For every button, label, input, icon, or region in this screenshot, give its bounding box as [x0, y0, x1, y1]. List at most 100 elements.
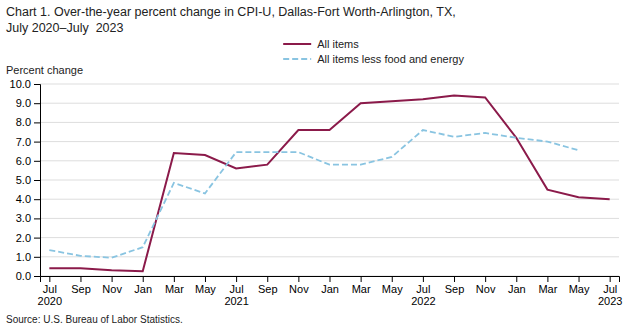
x-tick-mark — [298, 276, 299, 282]
x-tick-mark — [516, 276, 517, 282]
x-tick-label: Sep — [258, 283, 278, 295]
y-tick-label: 7.0 — [16, 136, 31, 148]
y-tick-label: 0.0 — [16, 270, 31, 282]
x-tick-label-part: Nov — [102, 283, 122, 295]
y-tick-label: 10.0 — [10, 78, 31, 90]
legend-label: All items — [317, 38, 359, 50]
x-tick-label-part: Mar — [352, 283, 371, 295]
x-tick: Jan — [134, 276, 152, 295]
x-tick-mark — [112, 276, 113, 282]
x-tick-label-part: Jul — [43, 283, 57, 295]
y-tick-mark — [34, 142, 40, 143]
x-tick-label-part: Jan — [321, 283, 339, 295]
x-tick-label: May — [569, 283, 590, 295]
y-tick-mark — [34, 238, 40, 239]
series-line — [49, 96, 609, 272]
y-tick-mark — [34, 218, 40, 219]
legend: All items All items less food and energy — [283, 38, 464, 65]
y-axis: 0.0 1.0 2.0 3.0 4.0 5.0 6.0 7.0 8.0 9.0 10.0 — [10, 78, 41, 282]
x-tick-mark — [49, 276, 50, 282]
x-tick-mark — [236, 276, 237, 282]
source: Source: U.S. Bureau of Labor Statistics. — [6, 314, 183, 325]
x-axis-line — [41, 277, 620, 283]
x-tick-label-part: Sep — [258, 283, 278, 295]
y-tick-mark — [34, 103, 40, 104]
y-tick: 3.0 — [16, 212, 40, 224]
y-tick-label: 8.0 — [16, 116, 31, 128]
x-tick-mark — [610, 276, 611, 282]
x-tick-mark — [392, 276, 393, 282]
x-tick-mark — [205, 276, 206, 282]
x-tick-mark — [547, 276, 548, 282]
x-tick: Jan — [321, 276, 339, 295]
x-tick-label-part: May — [569, 283, 590, 295]
y-tick: 6.0 — [16, 155, 40, 167]
x-tick-label: Jan — [508, 283, 526, 295]
series-line — [49, 130, 578, 258]
x-tick-label-part: Nov — [476, 283, 496, 295]
x-tick-mark — [143, 276, 144, 282]
x-tick-label: Nov — [102, 283, 122, 295]
x-tick: Jan — [508, 276, 526, 295]
grid-line — [40, 160, 619, 161]
grid-line — [40, 256, 619, 257]
x-tick-mark — [267, 276, 268, 282]
x-tick-label: Jul2023 — [598, 283, 622, 308]
y-tick-mark — [34, 84, 40, 85]
x-tick-label-part: Sep — [71, 283, 91, 295]
grid-line — [40, 180, 619, 181]
plot: 0.01.02.03.04.05.06.07.08.09.010.0Jul202… — [10, 78, 623, 307]
y-tick-mark — [34, 276, 40, 277]
y-tick: 7.0 — [16, 136, 40, 148]
x-tick-mark — [579, 276, 580, 282]
grid-line — [40, 199, 619, 200]
x-tick-label: May — [195, 283, 216, 295]
legend-swatch — [283, 58, 311, 60]
y-tick-label: 6.0 — [16, 155, 31, 167]
x-tick-mark — [80, 276, 81, 282]
x-tick-label-part: 2022 — [411, 295, 435, 307]
x-tick: Mar — [165, 276, 184, 295]
subtitle: July 2020–July 2023 — [6, 21, 123, 35]
x-tick-label-part: Mar — [165, 283, 184, 295]
x-tick: Sep — [71, 276, 91, 295]
x-tick-label-part: Nov — [289, 283, 309, 295]
x-tick-mark — [423, 276, 424, 282]
x-tick-label: Jan — [321, 283, 339, 295]
lines — [49, 96, 609, 272]
x-tick-label: Sep — [71, 283, 91, 295]
x-tick: Mar — [538, 276, 557, 295]
y-tick-label: 1.0 — [16, 251, 31, 263]
x-tick-label: Nov — [289, 283, 309, 295]
x-tick-label-part: May — [382, 283, 403, 295]
x-tick-mark — [485, 276, 486, 282]
grid-line — [40, 103, 619, 104]
x-tick-label: Nov — [476, 283, 496, 295]
x-tick: May — [382, 276, 403, 295]
x-tick-label: Mar — [165, 283, 184, 295]
y-tick-label: 2.0 — [16, 232, 31, 244]
x-tick-label-part: 2023 — [598, 295, 622, 307]
x-tick-label-part: Jan — [134, 283, 152, 295]
x-tick: May — [195, 276, 216, 295]
y-tick: 2.0 — [16, 232, 40, 244]
x-tick: Nov — [102, 276, 122, 295]
x-tick: Nov — [476, 276, 496, 295]
x-tick-mark — [454, 276, 455, 282]
y-tick: 5.0 — [16, 174, 40, 186]
x-tick-label: Jan — [134, 283, 152, 295]
x-tick-label: Jul2021 — [224, 283, 248, 308]
x-tick-label: Jul2020 — [38, 283, 62, 308]
legend-label: All items less food and energy — [317, 53, 464, 65]
y-tick: 1.0 — [16, 251, 40, 263]
y-tick: 4.0 — [16, 193, 40, 205]
legend-item: All items less food and energy — [283, 53, 464, 65]
grid-line — [40, 84, 619, 85]
x-tick-label: Sep — [445, 283, 465, 295]
y-tick-mark — [34, 257, 40, 258]
y-tick-label: 9.0 — [16, 97, 31, 109]
x-tick-label: Mar — [538, 283, 557, 295]
y-tick-label: 5.0 — [16, 174, 31, 186]
y-tick: 10.0 — [10, 78, 40, 90]
x-tick-label-part: Jul — [230, 283, 244, 295]
